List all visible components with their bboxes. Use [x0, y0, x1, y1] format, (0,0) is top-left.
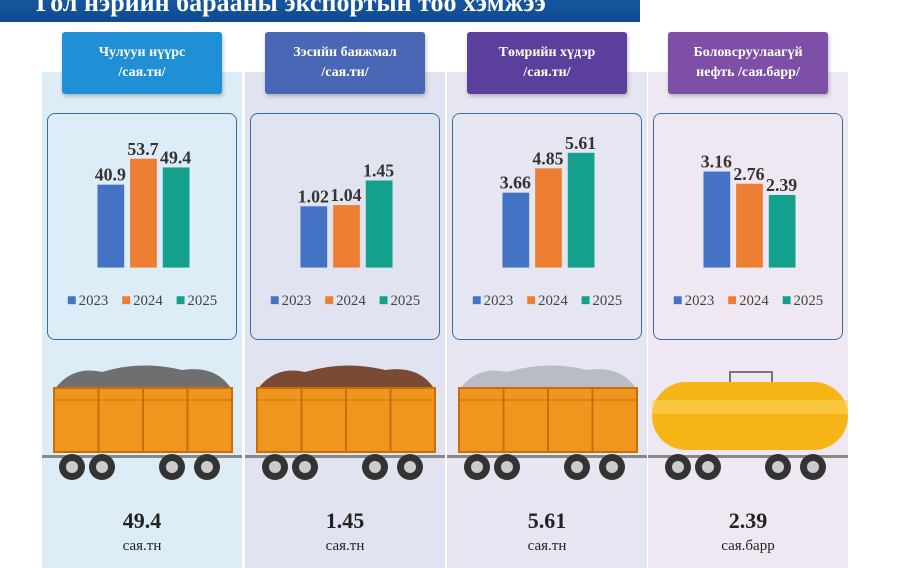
data-label: 1.45 [363, 161, 394, 181]
column-0 [42, 72, 242, 568]
legend-label: 2023 [282, 293, 312, 309]
legend-label: 2025 [794, 293, 824, 309]
data-label: 5.61 [565, 133, 596, 153]
data-label: 3.16 [701, 152, 732, 172]
legend-label: 2025 [188, 293, 218, 309]
summary-value: 1.45 [325, 508, 365, 533]
bar-2024 [736, 183, 763, 268]
freight-wagon [42, 360, 242, 485]
column-1 [245, 72, 445, 568]
data-label: 2.39 [766, 175, 797, 195]
data-label: 53.7 [127, 139, 158, 159]
summary-value: 5.61 [527, 508, 567, 533]
chart-header: Зэсийн баяжмал /сая.тн/ [265, 32, 425, 94]
legend-label: 2023 [79, 293, 109, 309]
summary-unit: сая.барр [721, 538, 775, 554]
data-label: 49.4 [160, 147, 191, 167]
summary-unit: сая.тн [325, 538, 365, 554]
legend-swatch [581, 296, 590, 305]
bar-2025 [162, 167, 190, 268]
legend-swatch [270, 296, 279, 305]
bar-2023 [502, 192, 530, 268]
data-label: 1.02 [298, 186, 329, 206]
bar-chart: 3.66 4.85 5.61 2023 2024 2025 [452, 113, 642, 340]
freight-wagon [447, 360, 647, 485]
bar-2025 [365, 180, 393, 268]
bar-chart: 1.02 1.04 1.45 2023 2024 2025 [250, 113, 440, 340]
data-label: 2.76 [733, 164, 764, 184]
chart-header: Чулуун нүүрс /сая.тн/ [62, 32, 222, 94]
summary-unit: сая.тн [122, 538, 162, 554]
bar-2023 [703, 171, 731, 268]
bar-2023 [300, 206, 328, 268]
legend-swatch [122, 296, 131, 305]
legend-label: 2025 [593, 293, 623, 309]
legend-label: 2023 [685, 293, 715, 309]
bar-2023 [97, 184, 125, 268]
legend-label: 2025 [391, 293, 421, 309]
legend-label: 2024 [739, 293, 769, 309]
bar-2024 [535, 168, 562, 268]
legend-swatch [379, 296, 388, 305]
summary-unit: сая.тн [527, 538, 567, 554]
bar-2025 [768, 194, 796, 268]
column-3 [648, 72, 848, 568]
data-label: 40.9 [95, 165, 126, 185]
chart-header: Төмрийн хүдэр /сая.тн/ [467, 32, 627, 94]
legend-swatch [673, 296, 682, 305]
summary-value: 2.39 [728, 508, 768, 533]
bar-2024 [130, 158, 157, 268]
bar-2025 [567, 152, 595, 268]
bar-2024 [333, 205, 360, 268]
legend-swatch [325, 296, 334, 305]
legend-swatch [527, 296, 536, 305]
summary-value: 49.4 [122, 508, 162, 533]
data-label: 4.85 [532, 148, 563, 168]
legend-swatch [472, 296, 481, 305]
legend-label: 2024 [336, 293, 366, 309]
legend-swatch [728, 296, 737, 305]
data-label: 3.66 [500, 173, 531, 193]
freight-wagon [245, 360, 445, 485]
legend-swatch [67, 296, 76, 305]
data-label: 1.04 [330, 185, 361, 205]
legend-swatch [176, 296, 185, 305]
column-2 [447, 72, 647, 568]
page-title: Гол нэрийн барааны экспортын тоо хэмжээ [0, 0, 640, 22]
tank-wagon [648, 360, 848, 485]
legend-label: 2024 [133, 293, 163, 309]
legend-label: 2024 [538, 293, 568, 309]
bar-chart: 3.16 2.76 2.39 2023 2024 2025 [653, 113, 843, 340]
legend-label: 2023 [484, 293, 514, 309]
chart-header: Боловсруулаагүй нефть /сая.барр/ [668, 32, 828, 94]
bar-chart: 40.9 53.7 49.4 2023 2024 2025 [47, 113, 237, 340]
legend-swatch [782, 296, 791, 305]
